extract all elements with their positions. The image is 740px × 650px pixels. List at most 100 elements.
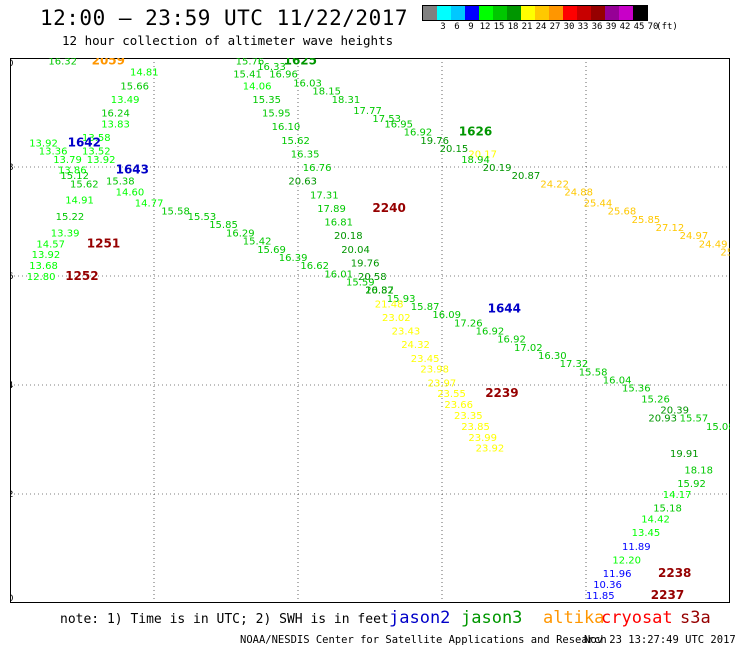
wave-height-label: 16.09	[432, 310, 461, 321]
wave-height-label: 15.41	[233, 69, 262, 80]
wave-height-label: 15.92	[677, 479, 706, 490]
wave-height-label: 20.04	[341, 245, 370, 256]
track-time-label: 2237	[651, 588, 684, 602]
lat-label: 54	[10, 381, 14, 391]
legend-tick: 21	[521, 22, 533, 32]
wave-height-label: 16.24	[101, 109, 130, 120]
wave-height-label: 16.92	[476, 327, 505, 338]
wave-height-label: 16.92	[404, 128, 433, 139]
wave-height-label: 16.62	[300, 261, 329, 272]
wave-height-label: 20.93	[648, 414, 677, 425]
wave-height-label: 23.98	[420, 365, 449, 376]
wave-height-label: 15.85	[209, 220, 238, 231]
wave-height-label: 13.58	[82, 133, 111, 144]
wave-height-label: 17.53	[372, 114, 401, 125]
lat-label: 50	[10, 594, 14, 603]
satellite-s3a: s3a	[680, 608, 711, 628]
map-title: 12:00 – 23:59 UTC 11/22/2017	[40, 6, 409, 30]
wave-height-label: 16.81	[324, 218, 353, 229]
track-time-label: 1643	[116, 163, 149, 177]
wave-height-label: 15.58	[579, 367, 608, 378]
legend-tick: 30	[563, 22, 575, 32]
wave-height-label: 20.19	[483, 163, 512, 174]
wave-height-label: 15.36	[622, 384, 651, 395]
legend-tick: 6	[454, 22, 460, 32]
wave-height-label: 14.77	[135, 198, 164, 209]
legend-swatch	[521, 6, 535, 20]
wave-height-label: 23.99	[468, 433, 497, 444]
wave-height-label: 14.91	[65, 196, 94, 207]
legend-tick: 45	[633, 22, 645, 32]
track-time-label: 1642	[68, 135, 101, 149]
wave-height-label: 16.33	[257, 62, 286, 73]
legend-swatch	[591, 6, 605, 20]
wave-height-label: 15.08	[706, 422, 730, 433]
wave-height-label: 23.43	[392, 327, 421, 338]
wave-height-label: 15.76	[236, 58, 265, 68]
footer-note: note: 1) Time is in UTC; 2) SWH is in fe…	[60, 612, 389, 627]
wave-height-label: 25.44	[584, 198, 613, 209]
wave-height-label: 20.15	[440, 144, 469, 155]
legend-tick: 70	[647, 22, 659, 32]
wave-height-label: 15.62	[70, 179, 99, 190]
legend-swatch	[605, 6, 619, 20]
wave-height-label: 15.66	[120, 81, 149, 92]
wave-height-label: 15.18	[653, 504, 682, 515]
wave-height-label: 15.59	[346, 277, 375, 288]
wave-height-label: 23.02	[382, 313, 411, 324]
credit-line: NOAA/NESDIS Center for Satellite Applica…	[240, 634, 607, 646]
wave-height-label: 20.18	[334, 231, 363, 242]
legend-ticks: 3 6 9 12 15 18 21 24 27 30 33 36 39 42 45 70 (ft)	[422, 22, 740, 36]
wave-height-label: 18.94	[461, 155, 490, 166]
legend-swatches	[422, 5, 648, 21]
track-time-label: 1251	[87, 236, 120, 250]
wave-height-label: 13.92	[29, 138, 58, 149]
track-time-label: 2239	[485, 386, 518, 400]
wave-height-label: 20.17	[468, 149, 497, 160]
wave-height-label: 13.45	[632, 528, 661, 539]
wave-height-label: 20.63	[288, 177, 317, 188]
wave-height-label: 18.18	[684, 465, 713, 476]
legend-swatch	[549, 6, 563, 20]
wave-height-label: 13.49	[111, 95, 140, 106]
track-time-label: 1644	[488, 302, 521, 316]
wave-height-label: 15.22	[56, 212, 85, 223]
wave-height-label: 16.04	[603, 376, 632, 387]
track-time-label: 1625	[284, 58, 317, 68]
wave-height-label: 17.77	[353, 106, 382, 117]
legend-swatch	[493, 6, 507, 20]
wave-height-label: 27.12	[656, 223, 685, 234]
wave-height-label: 16.10	[272, 122, 301, 133]
wave-height-label: 20.39	[660, 406, 689, 417]
wave-height-label: 11.89	[622, 542, 651, 553]
wave-height-label: 15.42	[243, 237, 272, 248]
wave-height-label: 13.36	[39, 147, 68, 158]
legend-tick: 27	[549, 22, 561, 32]
legend-tick: 36	[591, 22, 603, 32]
legend-tick: 15	[493, 22, 505, 32]
wave-height-label: 15.57	[680, 414, 709, 425]
wave-height-label: 13.79	[53, 155, 82, 166]
wave-height-label: 16.32	[48, 58, 77, 68]
legend-swatch	[619, 6, 633, 20]
wave-height-label: 20.87	[512, 171, 541, 182]
wave-height-label: 19.91	[670, 449, 699, 460]
wave-height-label: 19.76	[420, 136, 449, 147]
legend-tick: 18	[507, 22, 519, 32]
legend-tick: 24	[535, 22, 547, 32]
wave-height-label: 13.86	[58, 166, 87, 177]
wave-height-label: 14.57	[36, 239, 65, 250]
satellite-altika: altika	[543, 608, 605, 628]
track-time-label: 1626	[459, 125, 492, 139]
wave-height-label: 14.60	[116, 188, 145, 199]
track-time-label: 1252	[65, 269, 98, 283]
wave-height-label: 12.80	[27, 272, 56, 283]
wave-height-label: 17.02	[514, 343, 543, 354]
legend-tick: 39	[605, 22, 617, 32]
wave-height-label: 23.97	[428, 378, 457, 389]
legend-swatch	[535, 6, 549, 20]
wave-height-label: 16.35	[291, 149, 320, 160]
map-frame	[10, 58, 730, 603]
wave-height-label: 15.69	[257, 245, 286, 256]
wave-height-label: 14.06	[243, 81, 272, 92]
